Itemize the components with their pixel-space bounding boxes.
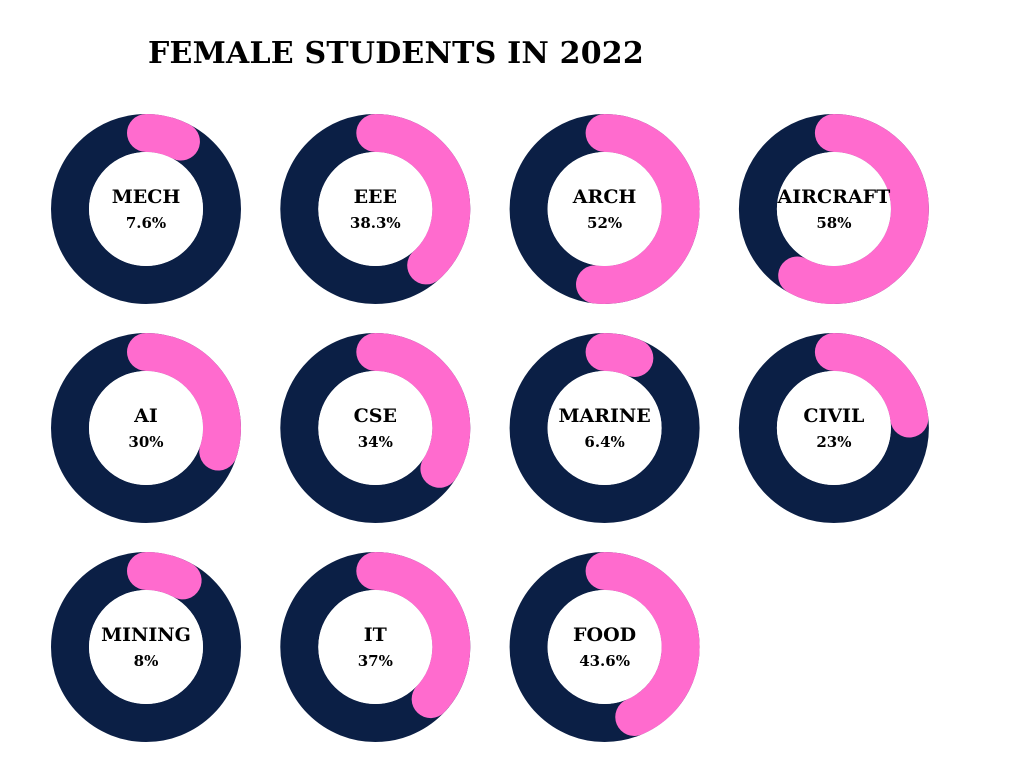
donut-center xyxy=(318,152,433,266)
donut-value-arc xyxy=(280,552,471,742)
donut-arch: ARCH 52% xyxy=(509,114,700,304)
donut-value-label: 34% xyxy=(358,433,393,451)
donut-value-label: 52% xyxy=(587,214,622,232)
donut-center xyxy=(318,590,433,704)
donut-value-label: 8% xyxy=(134,652,159,670)
donut-center xyxy=(89,152,203,266)
donut-label: MARINE xyxy=(558,405,650,427)
donut-value-label: 58% xyxy=(816,214,851,232)
donut-it: IT 37% xyxy=(280,552,471,742)
donut-value-arc xyxy=(280,333,471,523)
donut-center xyxy=(89,590,203,704)
donut-value-label: 6.4% xyxy=(584,433,624,451)
donut-value-arc xyxy=(51,333,241,523)
donut-label: EEE xyxy=(354,186,397,208)
donut-label: CSE xyxy=(354,405,397,427)
donut-center xyxy=(547,590,662,704)
donut-civil: CIVIL 23% xyxy=(738,333,929,523)
donut-value-arc xyxy=(51,552,241,742)
donut-cse: CSE 34% xyxy=(280,333,471,523)
donut-value-label: 23% xyxy=(816,433,851,451)
donut-center xyxy=(547,152,662,266)
donut-eee: EEE 38.3% xyxy=(280,114,471,304)
donut-center xyxy=(89,371,203,485)
donut-label: MECH xyxy=(112,186,181,208)
donut-food: FOOD 43.6% xyxy=(509,552,700,742)
donut-mining: MINING 8% xyxy=(51,552,241,742)
donut-marine: MARINE 6.4% xyxy=(509,333,700,523)
donut-center xyxy=(776,371,891,485)
donut-center xyxy=(776,152,891,266)
donut-label: MINING xyxy=(101,624,191,646)
donut-label: AI xyxy=(133,405,158,427)
donut-center xyxy=(318,371,433,485)
donut-center xyxy=(547,371,662,485)
donut-value-arc xyxy=(509,552,700,742)
donut-mech: MECH 7.6% xyxy=(51,114,241,304)
donut-value-label: 30% xyxy=(128,433,163,451)
donut-value-arc xyxy=(51,114,241,304)
donut-value-arc xyxy=(509,114,700,304)
donut-value-arc xyxy=(280,114,471,304)
donut-value-label: 7.6% xyxy=(126,214,166,232)
donut-label: ARCH xyxy=(572,186,637,208)
donut-ai: AI 30% xyxy=(51,333,241,523)
donut-label: IT xyxy=(364,624,387,646)
donut-value-label: 43.6% xyxy=(579,652,630,670)
donut-label: AIRCRAFT xyxy=(777,186,891,208)
donut-label: FOOD xyxy=(573,624,636,646)
donut-value-arc xyxy=(509,333,700,523)
donut-value-arc xyxy=(738,114,929,304)
donut-value-label: 37% xyxy=(358,652,393,670)
chart-title: FEMALE STUDENTS IN 2022 xyxy=(148,36,644,71)
donut-value-arc xyxy=(738,333,929,523)
donut-aircraft: AIRCRAFT 58% xyxy=(738,114,929,304)
donut-value-label: 38.3% xyxy=(350,214,401,232)
donut-label: CIVIL xyxy=(803,405,864,427)
